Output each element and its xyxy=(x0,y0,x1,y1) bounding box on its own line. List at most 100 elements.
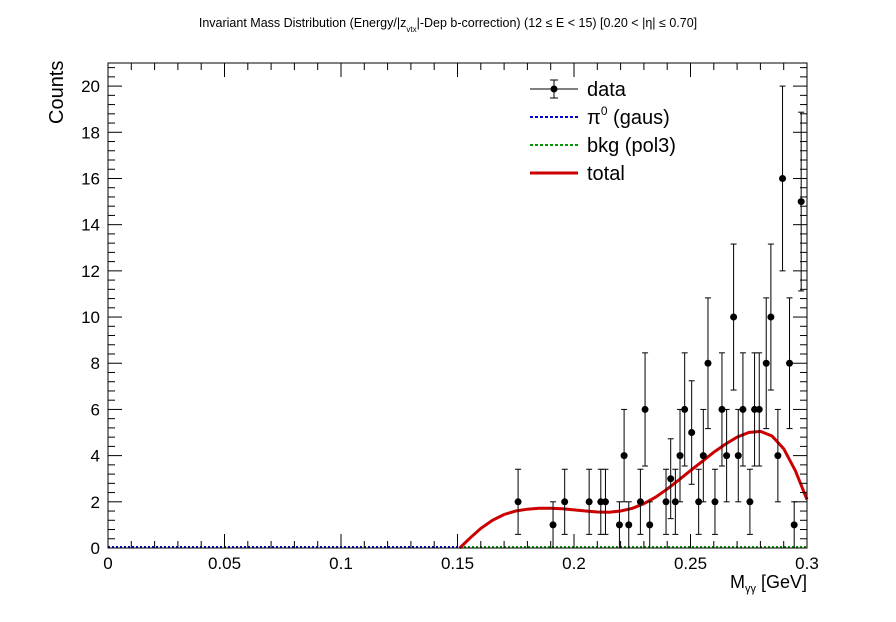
data-marker xyxy=(671,498,679,506)
y-tick-label: 10 xyxy=(81,308,100,327)
legend-label: π0 (gaus) xyxy=(587,104,670,129)
legend-label: total xyxy=(587,163,625,185)
chart-title: Invariant Mass Distribution (Energy/|zvt… xyxy=(198,16,698,34)
y-tick-label: 16 xyxy=(81,169,100,188)
data-marker xyxy=(779,174,787,182)
data-point xyxy=(767,243,775,391)
y-tick-label: 8 xyxy=(91,354,100,373)
data-marker xyxy=(746,498,754,506)
data-marker xyxy=(641,405,649,413)
y-tick-label: 20 xyxy=(81,77,100,96)
y-axis-label: Counts xyxy=(46,61,68,124)
data-marker xyxy=(774,452,782,460)
data-marker xyxy=(755,405,763,413)
data-marker xyxy=(723,452,731,460)
legend-label: bkg (pol3) xyxy=(587,135,676,157)
legend-label: data xyxy=(587,79,627,101)
data-marker xyxy=(790,521,798,529)
data-point xyxy=(711,468,719,535)
x-tick-label: 0.25 xyxy=(674,554,707,573)
x-tick-label: 0 xyxy=(103,554,112,573)
data-point xyxy=(676,408,684,503)
data-point xyxy=(681,352,689,467)
data-point xyxy=(734,408,742,503)
total-fit-curve xyxy=(458,429,809,550)
data-point xyxy=(739,352,747,467)
data-point xyxy=(514,468,522,535)
y-tick-label: 14 xyxy=(81,216,100,235)
y-tick-label: 12 xyxy=(81,262,100,281)
y-tick-label: 18 xyxy=(81,123,100,142)
data-marker xyxy=(797,198,805,206)
data-point xyxy=(774,408,782,503)
data-point xyxy=(762,297,770,430)
data-point xyxy=(601,468,609,535)
data-marker xyxy=(646,521,654,529)
legend-entry: data xyxy=(530,79,627,101)
data-marker xyxy=(699,452,707,460)
data-point xyxy=(790,501,798,549)
data-marker xyxy=(767,313,775,321)
data-point xyxy=(641,352,649,467)
y-tick-label: 4 xyxy=(91,447,100,466)
axes: 0 0.05 0.1 0.15 0.2 0.25 0.3 0 2 4 6 8 10 12 14 16 18 20 xyxy=(81,63,819,573)
data-point xyxy=(646,501,654,549)
data-point xyxy=(688,380,696,485)
data-marker xyxy=(667,475,675,483)
data-point xyxy=(585,468,593,535)
data-marker xyxy=(625,521,633,529)
data-point xyxy=(667,438,675,520)
data-marker xyxy=(662,498,670,506)
data-point xyxy=(636,468,644,535)
x-tick-label: 0.3 xyxy=(795,554,819,573)
data-point xyxy=(730,243,738,391)
x-tick-label: 0.2 xyxy=(562,554,586,573)
x-tick-label: 0.05 xyxy=(208,554,241,573)
data-point xyxy=(561,468,569,535)
data-marker xyxy=(730,313,738,321)
data-marker xyxy=(762,359,770,367)
data-point xyxy=(671,468,679,535)
x-tick-label: 0.15 xyxy=(441,554,474,573)
x-axis-label: Mγγ [GeV] xyxy=(730,572,807,595)
data-marker xyxy=(561,498,569,506)
data-points xyxy=(514,85,805,549)
legend-marker xyxy=(550,85,558,93)
data-point xyxy=(746,468,754,535)
data-marker xyxy=(734,452,742,460)
data-point xyxy=(755,352,763,467)
data-point xyxy=(699,408,707,503)
data-marker xyxy=(711,498,719,506)
data-point xyxy=(704,297,712,430)
data-marker xyxy=(585,498,593,506)
data-marker xyxy=(676,452,684,460)
y-tick-label: 6 xyxy=(91,400,100,419)
legend-entry: bkg (pol3) xyxy=(530,135,676,157)
legend-entry: total xyxy=(530,163,625,185)
data-point xyxy=(615,501,623,549)
data-marker xyxy=(688,429,696,437)
data-point xyxy=(695,468,703,535)
data-point xyxy=(662,468,670,535)
data-marker xyxy=(739,405,747,413)
legend: data π0 (gaus) bkg (pol3) total xyxy=(530,79,676,185)
data-marker xyxy=(681,405,689,413)
data-point xyxy=(620,408,628,503)
data-point xyxy=(797,111,805,292)
data-point xyxy=(723,408,731,503)
data-marker xyxy=(695,498,703,506)
y-tick-label: 0 xyxy=(91,539,100,558)
data-marker xyxy=(718,405,726,413)
data-marker xyxy=(549,521,557,529)
data-marker xyxy=(514,498,522,506)
data-marker xyxy=(615,521,623,529)
data-marker xyxy=(601,498,609,506)
x-tick-label: 0.1 xyxy=(329,554,353,573)
data-point xyxy=(779,85,787,272)
data-marker xyxy=(636,498,644,506)
data-point xyxy=(718,352,726,467)
data-marker xyxy=(620,452,628,460)
y-tick-label: 2 xyxy=(91,493,100,512)
legend-entry: π0 (gaus) xyxy=(530,104,670,129)
